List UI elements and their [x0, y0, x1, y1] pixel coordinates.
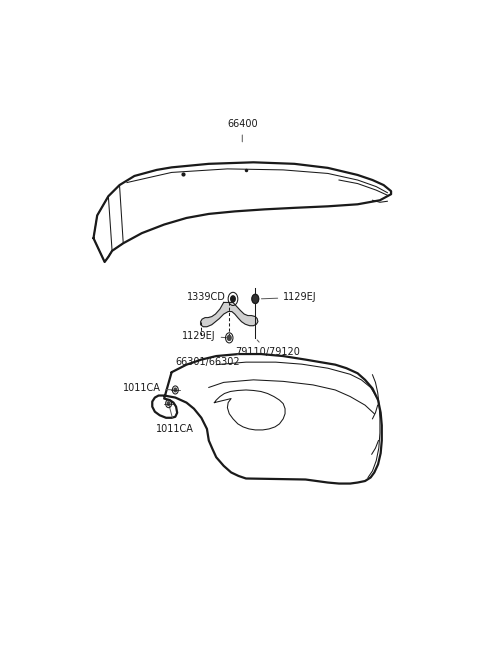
Text: 1011CA: 1011CA — [122, 384, 172, 394]
Circle shape — [231, 296, 235, 302]
Text: 66301/66302: 66301/66302 — [176, 354, 240, 367]
Text: 1339CD: 1339CD — [186, 292, 232, 302]
Circle shape — [174, 388, 177, 392]
Text: 1129EJ: 1129EJ — [262, 292, 317, 302]
Text: 1129EJ: 1129EJ — [182, 331, 227, 341]
Text: 1011CA: 1011CA — [156, 406, 194, 434]
Circle shape — [228, 335, 231, 340]
Text: 66400: 66400 — [227, 120, 258, 142]
Polygon shape — [201, 302, 258, 327]
Text: 79110/79120: 79110/79120 — [236, 340, 300, 357]
Circle shape — [168, 402, 170, 405]
Circle shape — [252, 294, 259, 304]
